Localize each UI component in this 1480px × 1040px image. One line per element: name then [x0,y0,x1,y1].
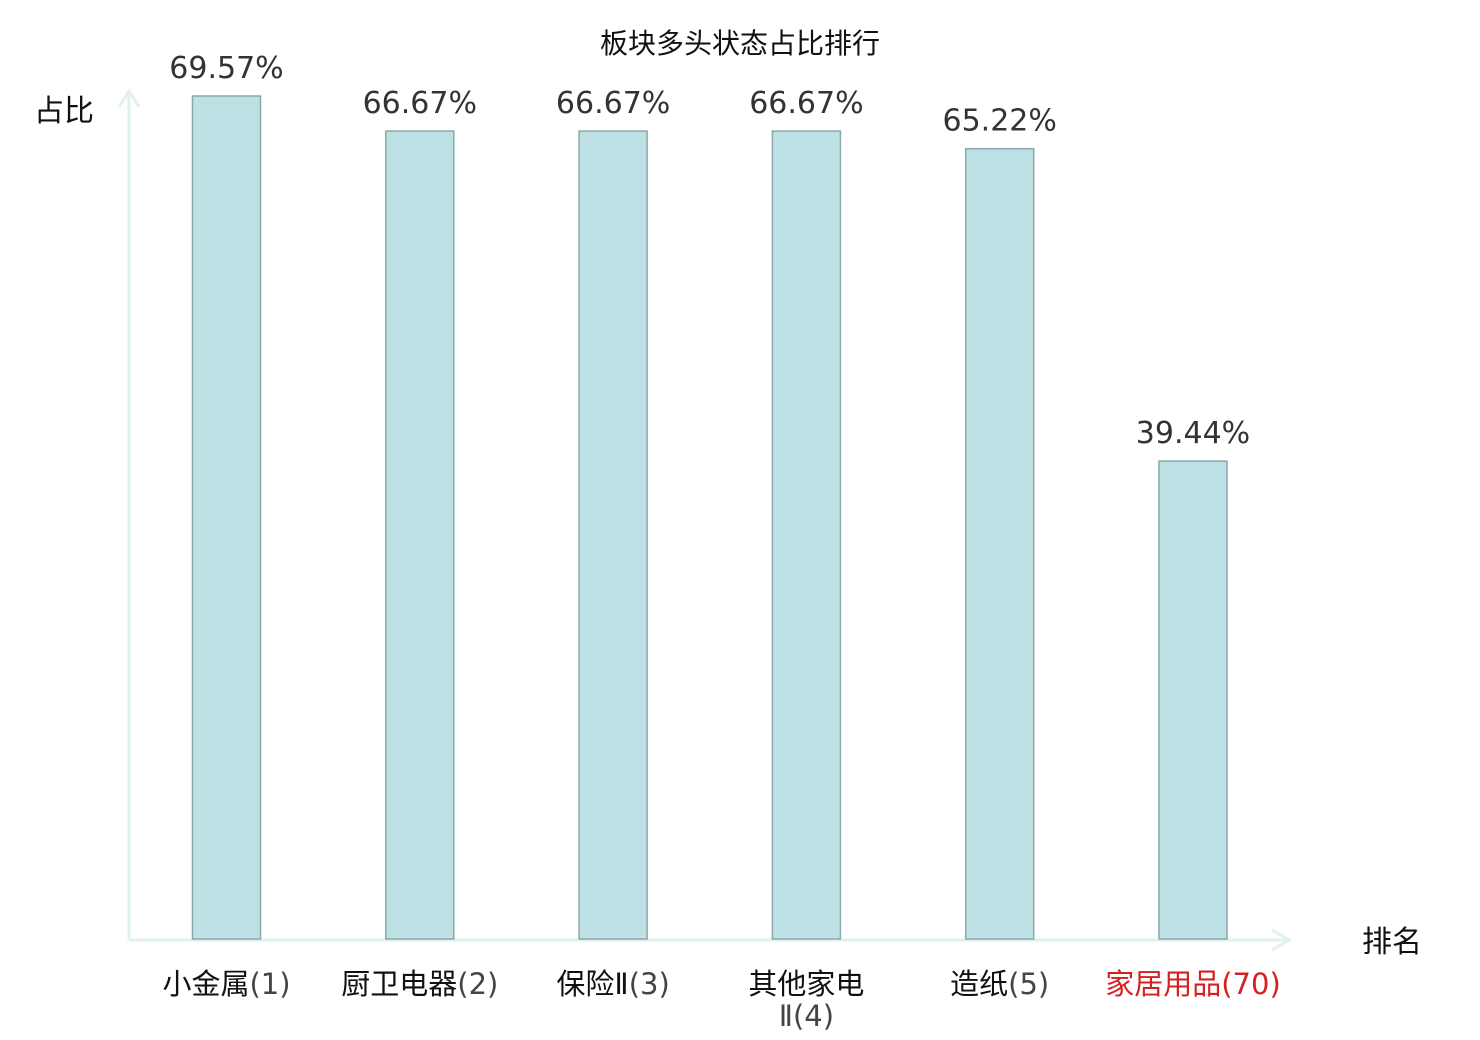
axes [117,88,1292,952]
bar [771,130,842,940]
value-label: 66.67% [749,86,863,121]
category-name: 小金属 [162,967,249,1001]
value-label: 66.67% [556,86,670,121]
x-axis-label: 排名 [1362,925,1422,960]
chart-title: 板块多头状态占比排行 [600,27,880,60]
category-label: 家居用品(70) [1105,967,1281,1001]
category-rank: (5) [1008,967,1049,1001]
value-label: 39.44% [1136,416,1250,451]
bars [191,95,1228,940]
category-rank: (70) [1221,967,1281,1001]
category-label: 保险Ⅱ(3) [556,967,669,1001]
category-label: 小金属(1) [162,967,290,1001]
category-label: 厨卫电器(2) [341,967,498,1001]
category-rank: (1) [249,967,290,1001]
value-label: 69.57% [169,51,283,86]
bar [191,95,262,940]
category-name: 家居用品 [1105,967,1221,1001]
y-axis-arrow [117,88,141,108]
category-label-line2: Ⅱ(4) [779,999,834,1033]
category-name: 保险Ⅱ [556,967,628,1001]
bar [1158,460,1228,940]
category-name-line2: Ⅱ [779,999,793,1033]
category-name: 造纸 [950,967,1008,1001]
category-name: 厨卫电器 [341,967,457,1001]
category-rank: (2) [457,967,498,1001]
category-label: 造纸(5) [950,967,1049,1001]
bar [964,147,1035,940]
category-rank: (3) [629,967,670,1001]
x-axis-arrow [1271,928,1292,952]
category-label: 其他家电 [748,967,864,1001]
category-name: 其他家电 [748,967,864,1001]
value-label: 65.22% [943,104,1057,139]
value-label: 66.67% [363,86,477,121]
y-axis-label: 占比 [34,94,94,129]
bar [578,130,648,940]
category-rank: (4) [793,999,834,1033]
value-labels: 69.57% 66.67% 66.67% 66.67% 65.22% 39.44% [169,51,1250,451]
bar [385,130,455,940]
